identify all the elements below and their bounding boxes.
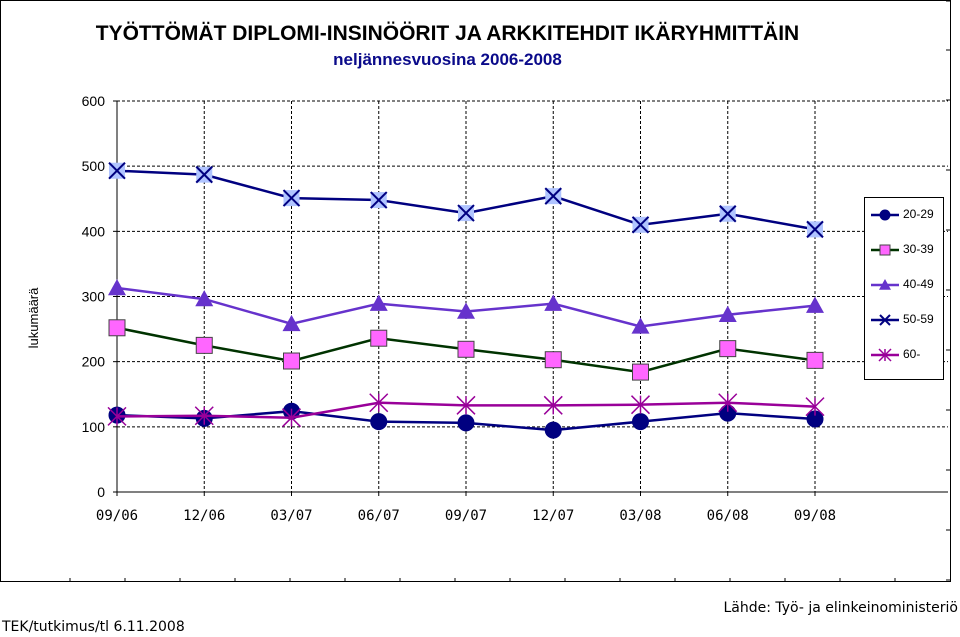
legend-label: 60- bbox=[903, 347, 921, 361]
marker-40-49 bbox=[457, 302, 475, 319]
footer-source: Lähde: Työ- ja elinkeinoministeriö bbox=[723, 600, 958, 616]
marker-30-39 bbox=[806, 351, 824, 369]
y-tick-label: 500 bbox=[82, 158, 106, 174]
marker-40-49 bbox=[108, 279, 126, 296]
legend: 20-29 30-39 40-49 50-59 60- bbox=[864, 197, 944, 380]
marker-50-59-stroke bbox=[544, 187, 562, 205]
marker-50-59-stroke bbox=[631, 216, 650, 234]
legend-label: 20-29 bbox=[903, 207, 934, 221]
marker-60 bbox=[456, 395, 476, 415]
x-tick-label: 06/08 bbox=[707, 508, 749, 524]
marker-50-59-stroke bbox=[370, 191, 388, 209]
y-tick-label: 100 bbox=[82, 419, 106, 435]
legend-item: 20-29 bbox=[865, 201, 945, 231]
x-tick-label: 03/08 bbox=[619, 508, 661, 524]
marker-20-29 bbox=[632, 413, 649, 431]
marker-50-59 bbox=[806, 220, 824, 239]
x-tick-label: 06/07 bbox=[358, 508, 400, 524]
marker-40-49 bbox=[806, 296, 824, 313]
x-tick-label: 03/07 bbox=[270, 508, 312, 524]
chart-subtitle: neljännesvuosina 2006-2008 bbox=[333, 50, 562, 69]
marker-50-59 bbox=[108, 162, 126, 180]
marker-20-29 bbox=[544, 421, 562, 439]
marker-30-39 bbox=[457, 340, 475, 358]
marker-50-59-stroke bbox=[879, 314, 891, 326]
y-tick-label: 600 bbox=[82, 93, 106, 109]
marker-60 bbox=[369, 393, 389, 413]
marker-30-39 bbox=[544, 351, 562, 369]
marker-50-59-stroke bbox=[282, 189, 301, 207]
marker-60 bbox=[630, 395, 651, 415]
marker-60 bbox=[543, 395, 563, 415]
legend-label: 50-59 bbox=[903, 312, 934, 326]
marker-60 bbox=[878, 348, 892, 362]
marker-30-39 bbox=[719, 340, 737, 358]
marker-40-49 bbox=[544, 294, 563, 311]
marker-50-59-stroke bbox=[719, 205, 737, 223]
legend-swatch bbox=[871, 209, 899, 221]
marker-20-29 bbox=[370, 413, 388, 431]
marker-50-59 bbox=[457, 204, 475, 222]
y-tick-label: 0 bbox=[97, 484, 105, 500]
marker-30-39 bbox=[195, 336, 213, 354]
marker-40-49 bbox=[369, 294, 388, 311]
marker-50-59-stroke bbox=[108, 162, 126, 180]
legend-item: 30-39 bbox=[865, 236, 945, 266]
x-tick-label: 12/06 bbox=[183, 508, 225, 524]
marker-60 bbox=[107, 406, 127, 426]
y-axis-label: lukumäärä bbox=[26, 287, 41, 348]
marker-30-39 bbox=[632, 363, 649, 381]
marker-30-39 bbox=[370, 329, 388, 347]
marker-50-59-stroke bbox=[195, 165, 213, 184]
chart-frame bbox=[0, 0, 951, 582]
y-tick-label: 300 bbox=[82, 289, 106, 305]
legend-swatch bbox=[871, 348, 899, 362]
x-tick-label: 12/07 bbox=[532, 508, 574, 524]
legend-item: 50-59 bbox=[865, 306, 945, 336]
legend-item: 40-49 bbox=[865, 271, 945, 301]
marker-50-59 bbox=[370, 191, 388, 209]
legend-swatch bbox=[871, 279, 899, 290]
marker-40-49 bbox=[195, 290, 214, 307]
marker-60 bbox=[805, 397, 825, 417]
legend-swatch bbox=[871, 244, 899, 256]
marker-40-49 bbox=[879, 279, 891, 290]
marker-30-39 bbox=[108, 319, 126, 337]
x-tick-label: 09/07 bbox=[445, 508, 487, 524]
x-tick-label: 09/08 bbox=[794, 508, 836, 524]
legend-label: 30-39 bbox=[903, 242, 934, 256]
marker-60 bbox=[194, 406, 214, 426]
footer-credit: TEK/tutkimus/tl 6.11.2008 bbox=[2, 619, 185, 635]
marker-30-39 bbox=[879, 244, 891, 256]
legend-label: 40-49 bbox=[903, 277, 934, 291]
y-tick-label: 200 bbox=[82, 354, 106, 370]
marker-20-29 bbox=[879, 209, 891, 221]
marker-50-59-stroke bbox=[806, 220, 824, 239]
marker-60 bbox=[281, 408, 302, 428]
series-4049 bbox=[108, 279, 824, 334]
marker-50-59 bbox=[195, 165, 213, 184]
marker-50-59-stroke bbox=[457, 204, 475, 222]
legend-item: 60- bbox=[865, 341, 945, 371]
marker-60 bbox=[718, 393, 738, 413]
marker-40-49 bbox=[282, 314, 301, 332]
chart-title: TYÖTTÖMÄT DIPLOMI-INSINÖÖRIT JA ARKKITEH… bbox=[95, 22, 800, 45]
marker-40-49 bbox=[718, 305, 737, 322]
series-60 bbox=[107, 393, 825, 428]
marker-30-39 bbox=[283, 352, 300, 370]
x-tick-label: 09/06 bbox=[96, 508, 138, 524]
marker-50-59 bbox=[282, 189, 301, 207]
marker-20-29 bbox=[457, 414, 475, 432]
marker-50-59 bbox=[631, 216, 650, 234]
marker-40-49 bbox=[631, 317, 650, 334]
marker-50-59 bbox=[719, 205, 737, 223]
series-3039 bbox=[108, 319, 824, 381]
series-5059 bbox=[108, 162, 824, 239]
marker-50-59 bbox=[544, 187, 562, 205]
legend-swatch bbox=[871, 314, 899, 326]
y-tick-label: 400 bbox=[82, 223, 106, 239]
marker-50-59 bbox=[879, 314, 891, 326]
